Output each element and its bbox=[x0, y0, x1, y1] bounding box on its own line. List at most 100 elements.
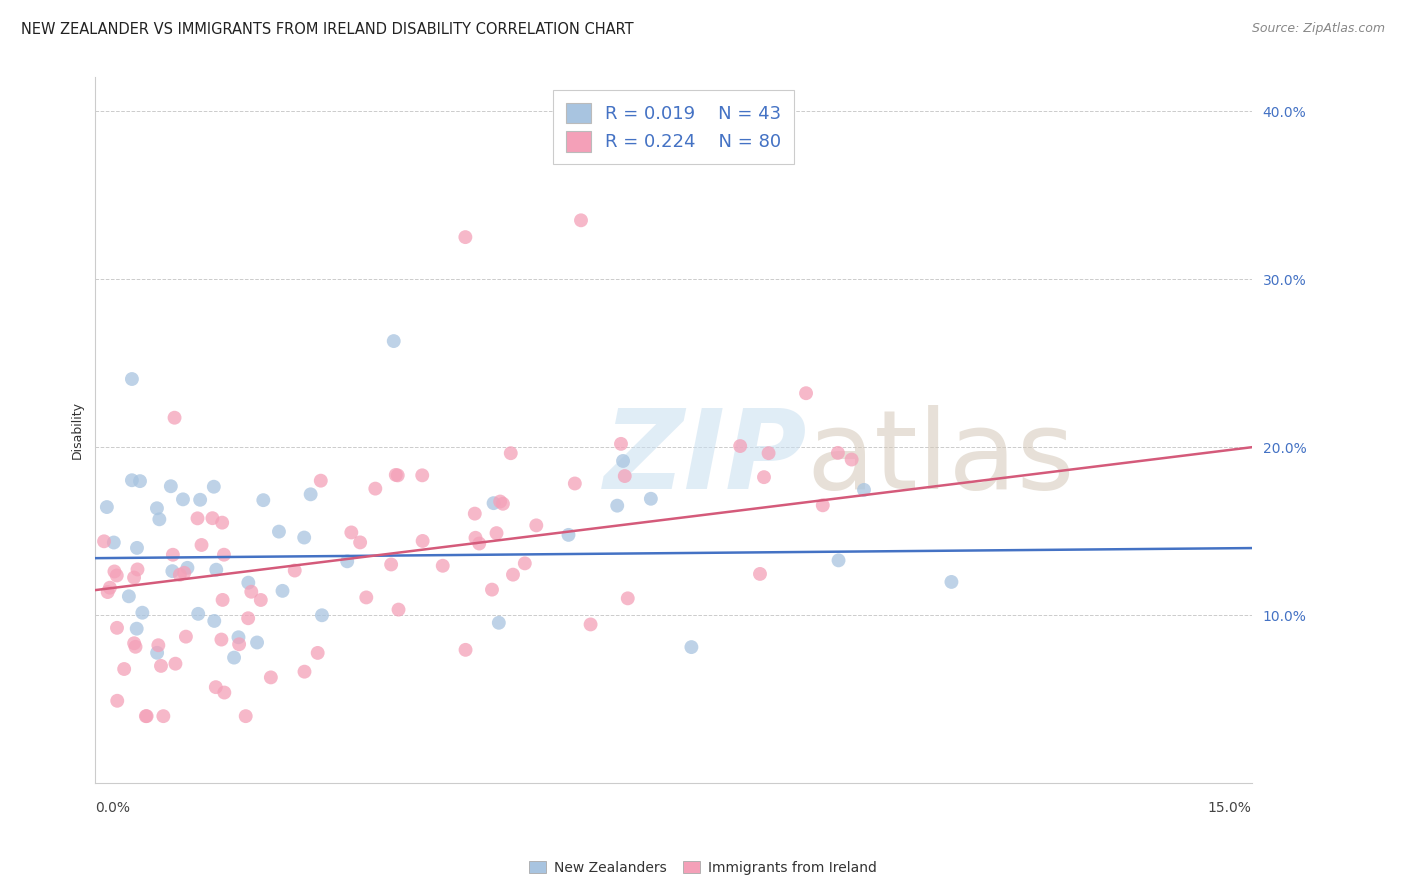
Point bbox=[384, 467, 406, 482]
Point bbox=[464, 531, 486, 545]
Y-axis label: Disability: Disability bbox=[72, 401, 84, 459]
Point bbox=[432, 558, 454, 573]
Point bbox=[412, 533, 434, 548]
Point bbox=[112, 662, 135, 676]
Text: 15.0%: 15.0% bbox=[1208, 801, 1251, 815]
Point bbox=[579, 617, 602, 632]
Point bbox=[124, 640, 146, 654]
Point bbox=[489, 494, 512, 508]
Point bbox=[292, 531, 315, 545]
Point bbox=[135, 709, 157, 723]
Point bbox=[146, 646, 169, 660]
Point bbox=[125, 541, 148, 555]
Point bbox=[524, 518, 547, 533]
Point bbox=[121, 473, 143, 487]
Point bbox=[98, 581, 121, 595]
Point bbox=[160, 479, 183, 493]
Point bbox=[752, 470, 775, 484]
Point bbox=[235, 709, 257, 723]
Point bbox=[356, 591, 378, 605]
Point bbox=[485, 526, 508, 541]
Point bbox=[205, 563, 228, 577]
Point bbox=[105, 621, 128, 635]
Point bbox=[238, 575, 260, 590]
Point bbox=[246, 635, 269, 649]
Point bbox=[336, 554, 359, 568]
Point bbox=[103, 565, 125, 579]
Point bbox=[610, 437, 633, 451]
Point bbox=[728, 439, 751, 453]
Point bbox=[387, 602, 409, 616]
Point bbox=[252, 493, 274, 508]
Point bbox=[211, 516, 233, 530]
Point bbox=[118, 589, 141, 603]
Point bbox=[811, 498, 834, 512]
Point bbox=[309, 474, 332, 488]
Point bbox=[564, 476, 586, 491]
Point bbox=[162, 564, 184, 578]
Point bbox=[96, 500, 118, 514]
Point bbox=[209, 632, 232, 647]
Point bbox=[105, 694, 128, 708]
Point bbox=[411, 468, 433, 483]
Point bbox=[211, 593, 233, 607]
Point bbox=[129, 474, 152, 488]
Point bbox=[162, 548, 184, 562]
Point bbox=[387, 468, 409, 483]
Point bbox=[105, 568, 128, 582]
Point bbox=[204, 680, 226, 694]
Point bbox=[135, 709, 157, 723]
Point bbox=[174, 630, 197, 644]
Point bbox=[222, 650, 245, 665]
Point bbox=[172, 492, 194, 507]
Point bbox=[454, 643, 477, 657]
Point bbox=[188, 492, 211, 507]
Point bbox=[169, 567, 191, 582]
Point bbox=[103, 535, 125, 549]
Point bbox=[131, 606, 153, 620]
Text: atlas: atlas bbox=[807, 405, 1076, 512]
Point bbox=[606, 499, 628, 513]
Point bbox=[152, 709, 174, 723]
Point bbox=[173, 566, 195, 580]
Point bbox=[267, 524, 290, 539]
Point bbox=[122, 570, 145, 584]
Point bbox=[794, 386, 817, 401]
Point bbox=[212, 548, 235, 562]
Point bbox=[127, 562, 149, 576]
Point bbox=[499, 446, 522, 460]
Point bbox=[349, 535, 371, 549]
Point bbox=[201, 511, 224, 525]
Point bbox=[148, 512, 170, 526]
Point bbox=[97, 585, 120, 599]
Point bbox=[612, 454, 634, 468]
Point bbox=[640, 491, 662, 506]
Point bbox=[190, 538, 212, 552]
Point bbox=[749, 566, 772, 581]
Point bbox=[311, 608, 333, 623]
Point bbox=[294, 665, 316, 679]
Point bbox=[827, 553, 849, 567]
Text: 0.0%: 0.0% bbox=[96, 801, 131, 815]
Point bbox=[121, 372, 143, 386]
Point bbox=[236, 611, 259, 625]
Text: Source: ZipAtlas.com: Source: ZipAtlas.com bbox=[1251, 22, 1385, 36]
Point bbox=[941, 574, 963, 589]
Point bbox=[148, 638, 170, 652]
Legend: R = 0.019    N = 43, R = 0.224    N = 80: R = 0.019 N = 43, R = 0.224 N = 80 bbox=[553, 90, 794, 164]
Point bbox=[146, 501, 169, 516]
Point bbox=[149, 659, 172, 673]
Point bbox=[557, 528, 579, 542]
Point bbox=[165, 657, 187, 671]
Point bbox=[841, 452, 863, 467]
Point bbox=[122, 636, 145, 650]
Point bbox=[163, 410, 186, 425]
Point bbox=[464, 507, 486, 521]
Point bbox=[214, 685, 236, 699]
Point bbox=[513, 557, 536, 571]
Point bbox=[758, 446, 780, 460]
Point bbox=[827, 446, 849, 460]
Point bbox=[681, 640, 703, 654]
Legend: New Zealanders, Immigrants from Ireland: New Zealanders, Immigrants from Ireland bbox=[523, 855, 883, 880]
Point bbox=[364, 482, 387, 496]
